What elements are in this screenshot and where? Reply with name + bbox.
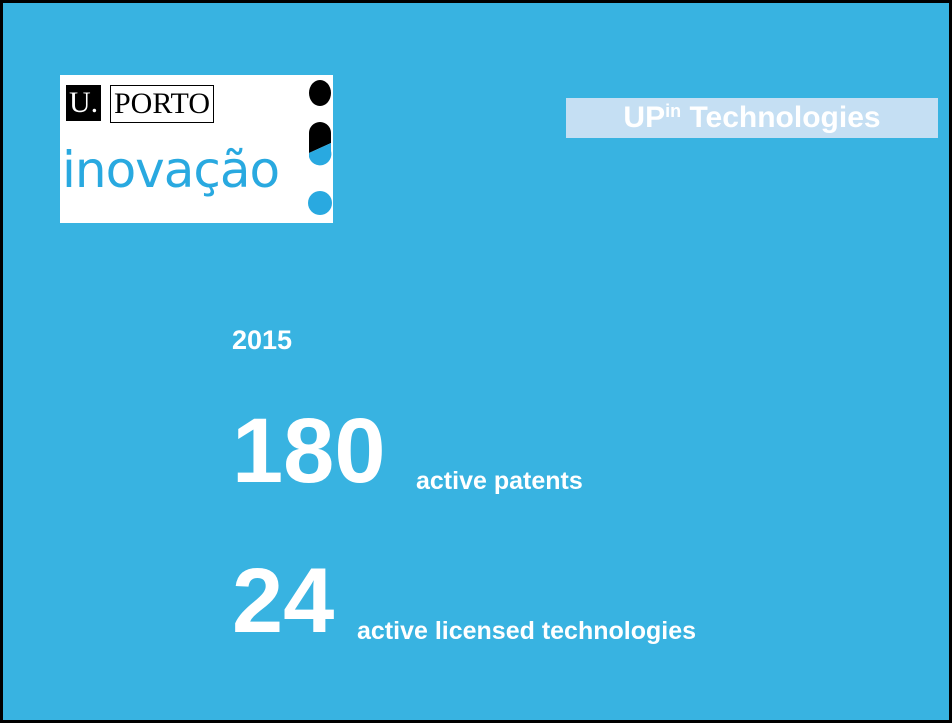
stat-number: 24 bbox=[232, 550, 335, 652]
logo: U. PORTO inovação bbox=[60, 75, 333, 223]
stat-label: active licensed technologies bbox=[357, 617, 697, 645]
stat-number: 180 bbox=[232, 400, 386, 502]
logo-name: PORTO bbox=[110, 85, 215, 123]
badge-rest: Technologies bbox=[689, 101, 881, 134]
stat-label: active patents bbox=[416, 467, 583, 495]
year: 2015 bbox=[232, 325, 293, 355]
badge-superscript: in bbox=[665, 101, 682, 121]
logo-unit: inovação bbox=[62, 141, 280, 199]
badge: UPin Technologies bbox=[566, 98, 938, 138]
badge-main: UP bbox=[623, 101, 666, 134]
logo-dots bbox=[308, 80, 332, 215]
logo-mark: U. bbox=[66, 85, 102, 121]
